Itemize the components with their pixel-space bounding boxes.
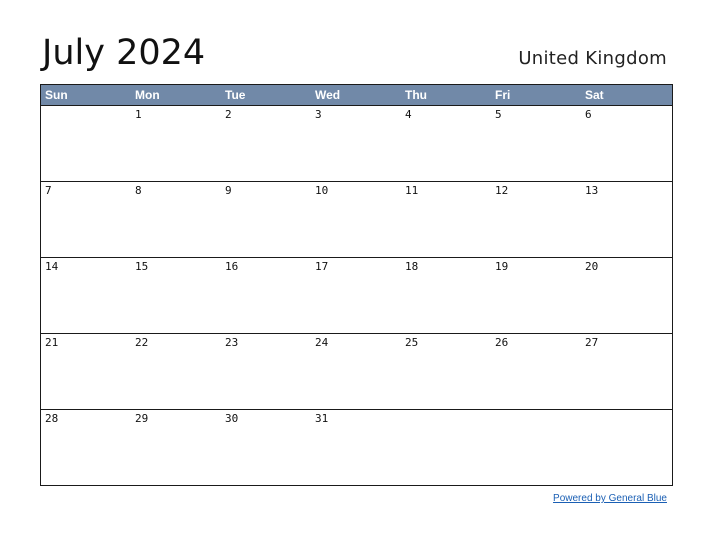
day-cell: 15 xyxy=(135,260,149,273)
day-cell: 10 xyxy=(315,184,329,197)
day-cell: 8 xyxy=(135,184,142,197)
day-cell: 6 xyxy=(585,108,592,121)
weekday-header-sat: Sat xyxy=(585,88,604,102)
day-cell: 22 xyxy=(135,336,149,349)
day-cell: 26 xyxy=(495,336,509,349)
day-cell: 16 xyxy=(225,260,239,273)
calendar-grid: Sun Mon Tue Wed Thu Fri Sat 1 2 3 4 5 6 … xyxy=(40,84,673,486)
week-row: 28 29 30 31 xyxy=(41,410,672,485)
region-label: United Kingdom xyxy=(518,48,667,69)
powered-by-link[interactable]: Powered by General Blue xyxy=(553,493,667,504)
day-cell: 30 xyxy=(225,412,239,425)
week-row: 7 8 9 10 11 12 13 xyxy=(41,182,672,258)
day-cell: 17 xyxy=(315,260,329,273)
week-row: 14 15 16 17 18 19 20 xyxy=(41,258,672,334)
weekday-header-row: Sun Mon Tue Wed Thu Fri Sat xyxy=(41,85,672,106)
day-cell: 14 xyxy=(45,260,59,273)
weekday-header-mon: Mon xyxy=(135,88,160,102)
day-cell: 2 xyxy=(225,108,232,121)
week-row: 1 2 3 4 5 6 xyxy=(41,106,672,182)
day-cell: 11 xyxy=(405,184,419,197)
day-cell: 5 xyxy=(495,108,502,121)
weekday-header-thu: Thu xyxy=(405,88,427,102)
day-cell: 3 xyxy=(315,108,322,121)
day-cell: 4 xyxy=(405,108,412,121)
day-cell: 19 xyxy=(495,260,509,273)
day-cell: 24 xyxy=(315,336,329,349)
day-cell: 28 xyxy=(45,412,59,425)
day-cell: 31 xyxy=(315,412,329,425)
weekday-header-tue: Tue xyxy=(225,88,246,102)
day-cell: 13 xyxy=(585,184,599,197)
day-cell: 21 xyxy=(45,336,59,349)
day-cell: 29 xyxy=(135,412,149,425)
day-cell xyxy=(401,410,491,485)
day-cell: 23 xyxy=(225,336,239,349)
day-cell: 7 xyxy=(45,184,52,197)
weekday-header-fri: Fri xyxy=(495,88,511,102)
day-cell: 1 xyxy=(135,108,142,121)
day-cell: 25 xyxy=(405,336,419,349)
day-cell: 18 xyxy=(405,260,419,273)
weekday-header-sun: Sun xyxy=(45,88,68,102)
day-cell xyxy=(41,106,131,181)
weekday-header-wed: Wed xyxy=(315,88,341,102)
day-cell: 12 xyxy=(495,184,509,197)
page-title: July 2024 xyxy=(42,33,206,73)
day-cell: 9 xyxy=(225,184,232,197)
day-cell: 20 xyxy=(585,260,599,273)
day-cell: 27 xyxy=(585,336,599,349)
day-cell xyxy=(491,410,581,485)
week-row: 21 22 23 24 25 26 27 xyxy=(41,334,672,410)
day-cell xyxy=(581,410,672,485)
